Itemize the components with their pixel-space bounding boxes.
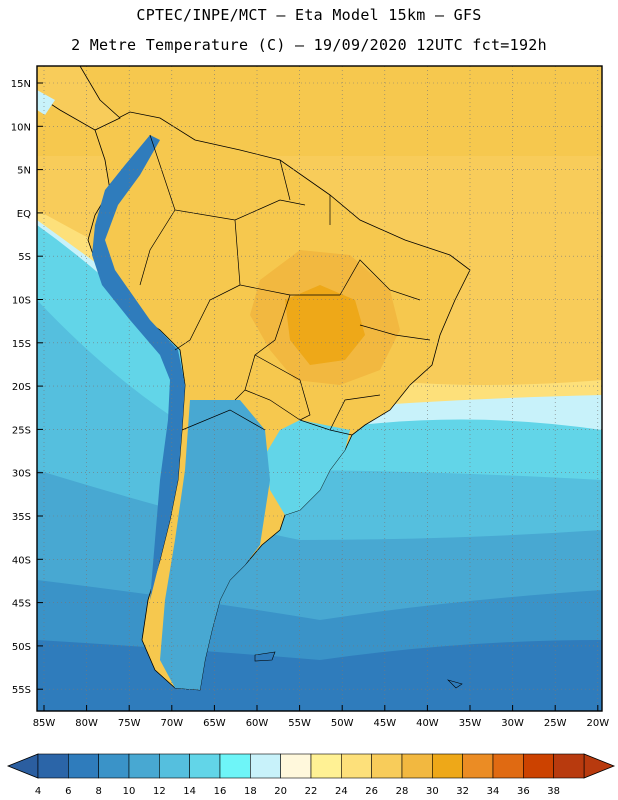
legend-color-box — [371, 753, 403, 779]
legend-tick-label: 14 — [183, 786, 196, 797]
legend-color-box — [250, 753, 281, 779]
lon-label: 55W — [288, 718, 311, 729]
legend-color-box — [219, 753, 251, 779]
lat-label: 5S — [18, 252, 31, 263]
legend-color-box — [462, 753, 494, 779]
chart-title-line-1: CPTEC/INPE/MCT – Eta Model 15km – GFS — [136, 6, 482, 24]
pampas-cool-area — [265, 420, 350, 515]
legend-tick-label: 30 — [426, 786, 439, 797]
legend-color-box — [341, 753, 372, 779]
lat-label: 35S — [12, 512, 31, 523]
lat-label: 20S — [12, 382, 31, 393]
temperature-map: 15N 10N 5N EQ 5S 10S 15S 20S 25S 30S 35S 40S 45S 50S 5… — [11, 65, 610, 729]
legend-tick-label: 36 — [517, 786, 530, 797]
legend-tick-label: 22 — [305, 786, 318, 797]
lat-label: 10S — [12, 296, 31, 307]
andes-cold-strip — [92, 135, 185, 640]
legend-low-arrow — [6, 753, 39, 779]
lat-label: 50S — [12, 642, 31, 653]
legend-color-box — [401, 753, 433, 779]
legend-tick-label: 10 — [123, 786, 136, 797]
lon-label: 65W — [203, 718, 226, 729]
legend-tick-label: 24 — [335, 786, 348, 797]
lon-label: 25W — [544, 718, 567, 729]
legend-color-box — [98, 753, 130, 779]
lat-label: 15N — [11, 79, 31, 90]
lon-label: 80W — [75, 718, 98, 729]
lon-label: 20W — [586, 718, 609, 729]
legend-color-box — [37, 753, 69, 779]
legend-color-box — [432, 753, 463, 779]
legend-color-box — [310, 753, 342, 779]
legend-tick-labels: 4 6 8 10 12 14 16 18 20 22 24 26 28 30 32 34 36 38 — [35, 786, 560, 797]
legend-color-boxes — [37, 753, 585, 779]
axis-ticks — [37, 82, 599, 711]
legend-color-box — [159, 753, 190, 779]
latitude-labels: 15N 10N 5N EQ 5S 10S 15S 20S 25S 30S 35S 40S 45S 50S 5… — [11, 79, 31, 696]
legend-color-box — [492, 753, 524, 779]
chart-title-line-2: 2 Metre Temperature (C) – 19/09/2020 12U… — [71, 36, 547, 54]
legend-tick-label: 32 — [456, 786, 469, 797]
lat-label: 40S — [12, 555, 31, 566]
legend-color-box — [189, 753, 221, 779]
legend-tick-label: 8 — [95, 786, 101, 797]
legend-color-box — [68, 753, 99, 779]
country-borders — [139, 134, 431, 436]
lat-label: EQ — [17, 209, 31, 220]
south-georgia-island — [446, 679, 463, 689]
lat-label: 30S — [12, 469, 31, 480]
lon-label: 85W — [33, 718, 56, 729]
legend-tick-label: 20 — [274, 786, 287, 797]
lon-label: 35W — [459, 718, 482, 729]
legend-tick-label: 4 — [35, 786, 41, 797]
legend-color-box — [128, 753, 160, 779]
lat-label: 5N — [17, 166, 31, 177]
legend-tick-label: 18 — [244, 786, 257, 797]
legend-tick-label: 28 — [396, 786, 409, 797]
legend-high-arrow — [583, 753, 616, 779]
lat-label: 55S — [12, 685, 31, 696]
map-fields — [37, 66, 602, 711]
lon-label: 60W — [246, 718, 269, 729]
map-frame — [36, 65, 603, 712]
lon-label: 40W — [416, 718, 439, 729]
lon-label: 75W — [118, 718, 141, 729]
legend-tick-label: 6 — [65, 786, 71, 797]
lat-label: 45S — [12, 599, 31, 610]
legend-color-box — [523, 753, 554, 779]
legend-tick-label: 26 — [365, 786, 378, 797]
lat-label: 25S — [12, 425, 31, 436]
lon-label: 45W — [373, 718, 396, 729]
legend-tick-label: 34 — [487, 786, 500, 797]
lon-label: 70W — [160, 718, 183, 729]
patagonia-cold-area — [160, 400, 270, 690]
legend-tick-label: 38 — [547, 786, 560, 797]
legend-color-box — [553, 753, 585, 779]
longitude-labels: 85W 80W 75W 70W 65W 60W 55W 50W 45W 40W 35W 30W 25W 2… — [33, 718, 610, 729]
central-america-highlands — [37, 90, 55, 115]
lat-label: 10N — [11, 122, 31, 133]
central-brazil-hot-area — [285, 285, 365, 365]
lon-label: 30W — [501, 718, 524, 729]
legend-tick-label: 12 — [153, 786, 166, 797]
legend-tick-label: 16 — [214, 786, 227, 797]
lon-label: 50W — [331, 718, 354, 729]
lat-label: 15S — [12, 339, 31, 350]
color-legend: 4 6 8 10 12 14 16 18 20 22 24 26 28 30 32 34 36 38 — [6, 753, 616, 797]
falkland-islands — [254, 651, 276, 662]
legend-color-box — [280, 753, 312, 779]
